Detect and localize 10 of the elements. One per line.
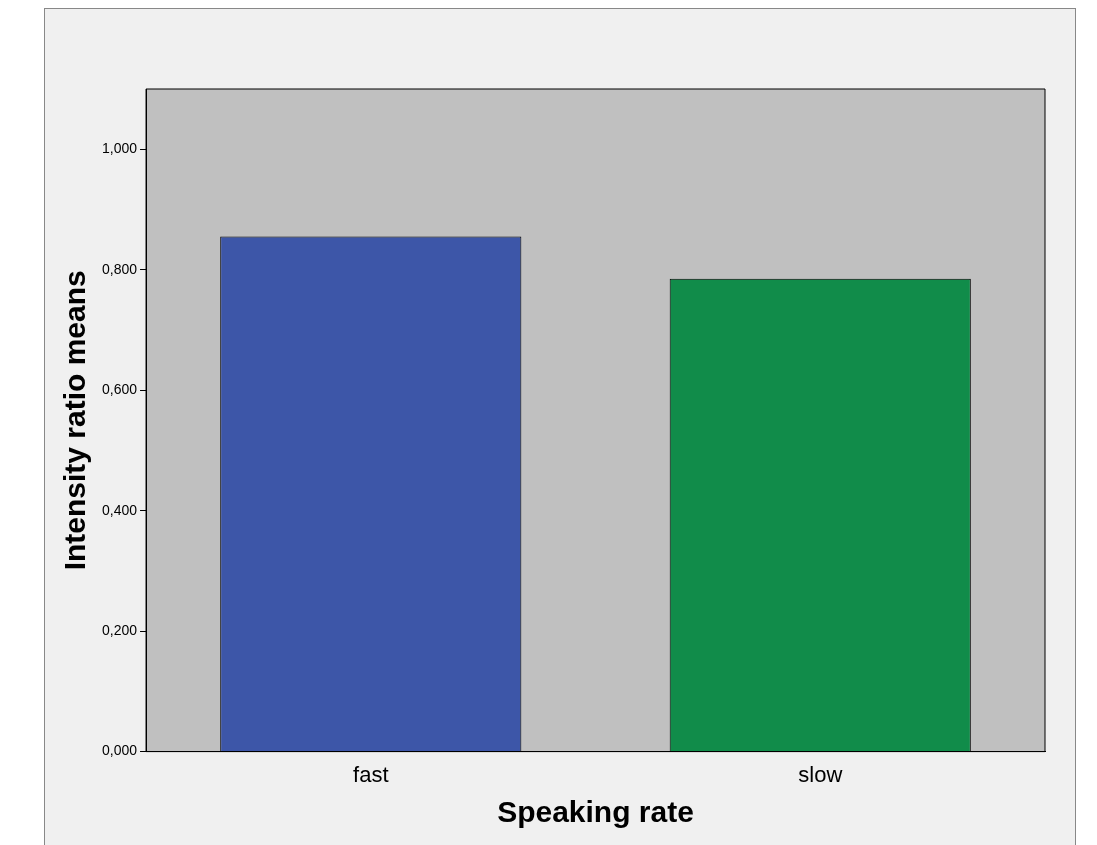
y-axis-title: Intensity ratio means [58,270,92,571]
x-axis-title: Speaking rate [497,795,694,829]
x-tick-label: slow [798,761,843,787]
y-tick-label: 0,200 [101,621,138,638]
y-tick-label: 0,000 [101,742,138,759]
x-tick-label: fast [353,761,389,787]
y-tick-label: 0,400 [101,501,138,518]
y-tick-label: 0,800 [101,260,138,277]
y-tick-label: 0,600 [101,381,138,398]
y-tick-label: 1,000 [101,140,138,157]
